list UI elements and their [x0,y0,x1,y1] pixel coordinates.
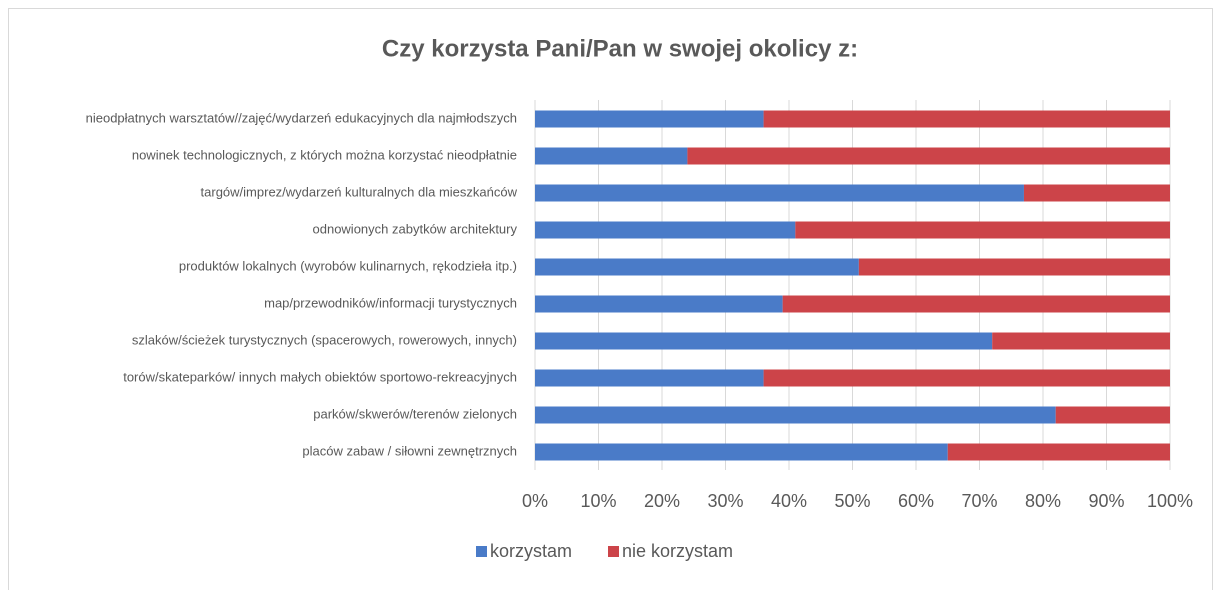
chart-title: Czy korzysta Pani/Pan w swojej okolicy z… [382,35,858,62]
bar [795,221,1170,239]
y-tick-label: parków/skwerów/terenów zielonych [313,406,517,421]
bar [535,443,948,461]
bar [858,258,1170,276]
x-tick-label: 30% [707,491,743,511]
chart-border [8,8,1213,595]
bar [535,406,1056,424]
y-tick-label: szlaków/ścieżek turystycznych (spacerowy… [132,332,517,347]
x-tick-label: 60% [898,491,934,511]
bar [535,221,796,239]
y-tick-label: produktów lokalnych (wyrobów kulinarnych… [179,258,517,273]
bar [992,332,1170,350]
y-tick-label: nieodpłatnych warsztatów//zajęć/wydarzeń… [86,110,517,125]
bar [535,147,688,165]
y-tick-label: targów/imprez/wydarzeń kulturalnych dla … [201,184,518,199]
legend-swatch [476,546,487,557]
bar [535,110,764,128]
bar [687,147,1170,165]
bar [535,295,783,313]
bar [535,332,993,350]
bar [782,295,1170,313]
bar [1023,184,1170,202]
x-tick-label: 10% [580,491,616,511]
bar [535,184,1024,202]
x-tick-label: 100% [1147,491,1193,511]
bar [535,258,859,276]
legend-swatch [608,546,619,557]
x-tick-label: 80% [1025,491,1061,511]
bar [763,110,1170,128]
x-tick-label: 70% [961,491,997,511]
legend-label: korzystam [490,541,572,561]
x-tick-label: 90% [1088,491,1124,511]
bar [535,369,764,387]
x-tick-label: 40% [771,491,807,511]
bar [763,369,1170,387]
bar [947,443,1170,461]
x-tick-label: 20% [644,491,680,511]
y-tick-label: map/przewodników/informacji turystycznyc… [264,295,517,310]
y-tick-label: placów zabaw / siłowni zewnętrznych [302,443,517,458]
y-tick-label: nowinek technologicznych, z których możn… [132,147,517,162]
bar [1055,406,1170,424]
y-tick-label: torów/skateparków/ innych małych obiektó… [123,369,517,384]
x-tick-label: 0% [522,491,548,511]
legend-label: nie korzystam [622,541,733,561]
x-tick-label: 50% [834,491,870,511]
y-tick-label: odnowionych zabytków architektury [313,221,518,236]
